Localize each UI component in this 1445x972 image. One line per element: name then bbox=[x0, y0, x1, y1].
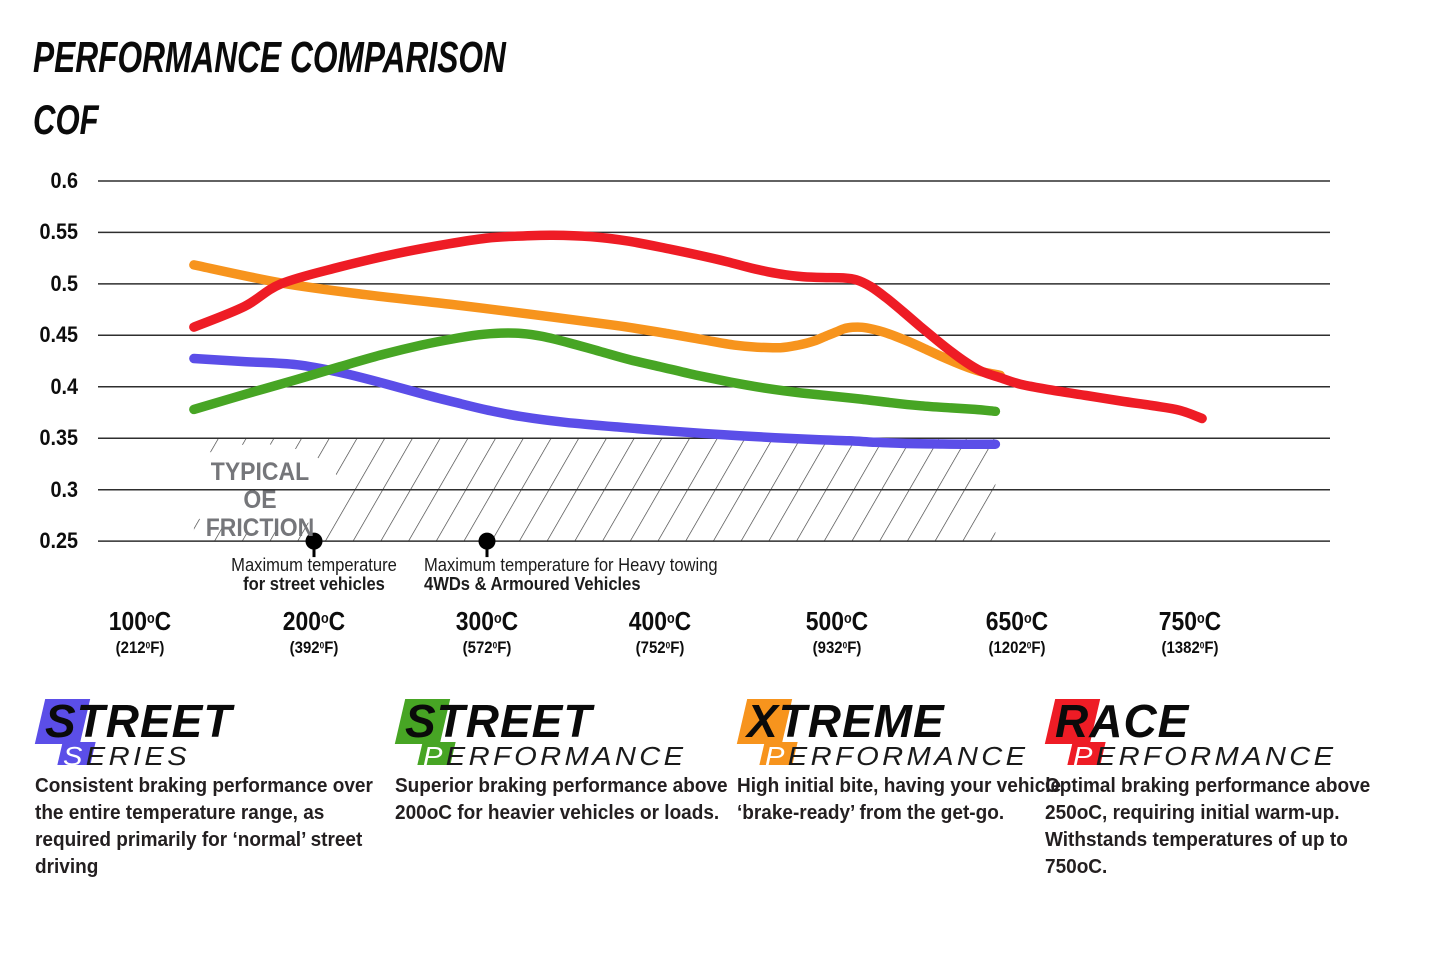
x-label-celsius: 100oC bbox=[108, 606, 172, 636]
legend-race-performance: RACE PERFORMANCE Optimal braking perform… bbox=[1044, 695, 1390, 881]
logo-word2: PERFORMANCE bbox=[1073, 741, 1337, 771]
x-axis-label: 300oC (5720F) bbox=[407, 606, 567, 658]
x-label-celsius: 300oC bbox=[455, 606, 519, 636]
x-axis-label: 400oC (7520F) bbox=[580, 606, 740, 658]
x-axis-label: 650oC (12020F) bbox=[937, 606, 1097, 658]
x-label-celsius: 400oC bbox=[628, 606, 692, 636]
annotation-line-bold: for street vehicles bbox=[243, 574, 385, 594]
x-label-fahrenheit: (7520F) bbox=[635, 638, 685, 657]
logo-word1: STREET bbox=[45, 695, 233, 747]
legend-description: Consistent braking performance over the … bbox=[35, 775, 373, 878]
y-axis-label: 0.55 bbox=[39, 219, 78, 245]
y-axis-label: 0.3 bbox=[50, 476, 78, 502]
legend-street-series: STREET SERIES Consistent braking perform… bbox=[34, 695, 380, 881]
oe-label-halo bbox=[176, 444, 340, 532]
y-axis-label: 0.6 bbox=[50, 168, 78, 193]
logo-word1: STREET bbox=[405, 695, 593, 747]
x-label-fahrenheit: (3920F) bbox=[289, 638, 339, 657]
y-axis-label: 0.4 bbox=[50, 373, 78, 399]
annotation-line: Maximum temperature for Heavy towing bbox=[424, 555, 718, 575]
x-label-fahrenheit: (2120F) bbox=[115, 638, 165, 657]
series-xtreme-performance-line bbox=[189, 260, 1005, 381]
x-label-celsius: 750oC bbox=[1158, 606, 1222, 636]
oe-label-line1: TYPICAL OE bbox=[210, 458, 310, 514]
annotation-line-bold: 4WDs & Armoured Vehicles bbox=[424, 574, 641, 594]
series-street-performance-line bbox=[189, 328, 1001, 417]
legend-xtreme-performance: XTREME PERFORMANCE High initial bite, ha… bbox=[736, 695, 1082, 827]
x-axis-label: 100oC (2120F) bbox=[60, 606, 220, 658]
legend-street-performance: STREET PERFORMANCE Superior braking perf… bbox=[394, 695, 740, 827]
logo-word1: RACE bbox=[1055, 695, 1190, 747]
x-label-celsius: 200oC bbox=[282, 606, 346, 636]
legend-description: High initial bite, having your vehicle ‘… bbox=[737, 775, 1062, 824]
legend-description: Optimal braking performance above 250oC,… bbox=[1045, 775, 1371, 878]
series-race-performance-line bbox=[189, 230, 1207, 424]
logo-word1: XTREME bbox=[747, 695, 945, 747]
page-title: PERFORMANCE COMPARISON bbox=[33, 33, 506, 82]
series-street-series-line bbox=[189, 353, 1001, 449]
y-axis-label: 0.5 bbox=[50, 270, 78, 296]
annotation-line: Maximum temperature bbox=[231, 555, 397, 575]
xtreme-performance-logo: XTREME PERFORMANCE bbox=[736, 695, 1082, 773]
logo-word2: SERIES bbox=[63, 741, 190, 771]
legend-description: Superior braking performance above 200oC… bbox=[395, 775, 728, 824]
marker-dot bbox=[478, 532, 496, 550]
x-label-fahrenheit: (5720F) bbox=[462, 638, 512, 657]
oe-label-line2: FRICTION bbox=[205, 514, 315, 542]
x-axis-label: 750oC (13820F) bbox=[1110, 606, 1270, 658]
marker-annotation-street: Maximum temperature for street vehicles bbox=[167, 556, 461, 594]
marker-annotation-towing: Maximum temperature for Heavy towing 4WD… bbox=[424, 556, 728, 594]
x-label-fahrenheit: (13820F) bbox=[1161, 638, 1219, 657]
typical-oe-friction-label: TYPICAL OE FRICTION bbox=[196, 458, 325, 542]
x-axis-label: 500oC (9320F) bbox=[757, 606, 917, 658]
x-label-celsius: 650oC bbox=[985, 606, 1049, 636]
x-label-fahrenheit: (12020F) bbox=[988, 638, 1046, 657]
x-label-celsius: 500oC bbox=[805, 606, 869, 636]
y-axis-title: COF bbox=[33, 96, 99, 143]
race-performance-logo: RACE PERFORMANCE bbox=[1044, 695, 1390, 773]
y-axis-label: 0.25 bbox=[39, 528, 78, 554]
y-axis-label: 0.35 bbox=[39, 425, 78, 451]
x-label-fahrenheit: (9320F) bbox=[812, 638, 862, 657]
x-axis-label: 200oC (3920F) bbox=[234, 606, 394, 658]
logo-word2: PERFORMANCE bbox=[423, 741, 687, 771]
y-axis-label: 0.45 bbox=[39, 322, 78, 348]
marker-dot bbox=[305, 532, 323, 550]
logo-word2: PERFORMANCE bbox=[765, 741, 1029, 771]
street-series-logo: STREET SERIES bbox=[34, 695, 380, 773]
street-performance-logo: STREET PERFORMANCE bbox=[394, 695, 740, 773]
